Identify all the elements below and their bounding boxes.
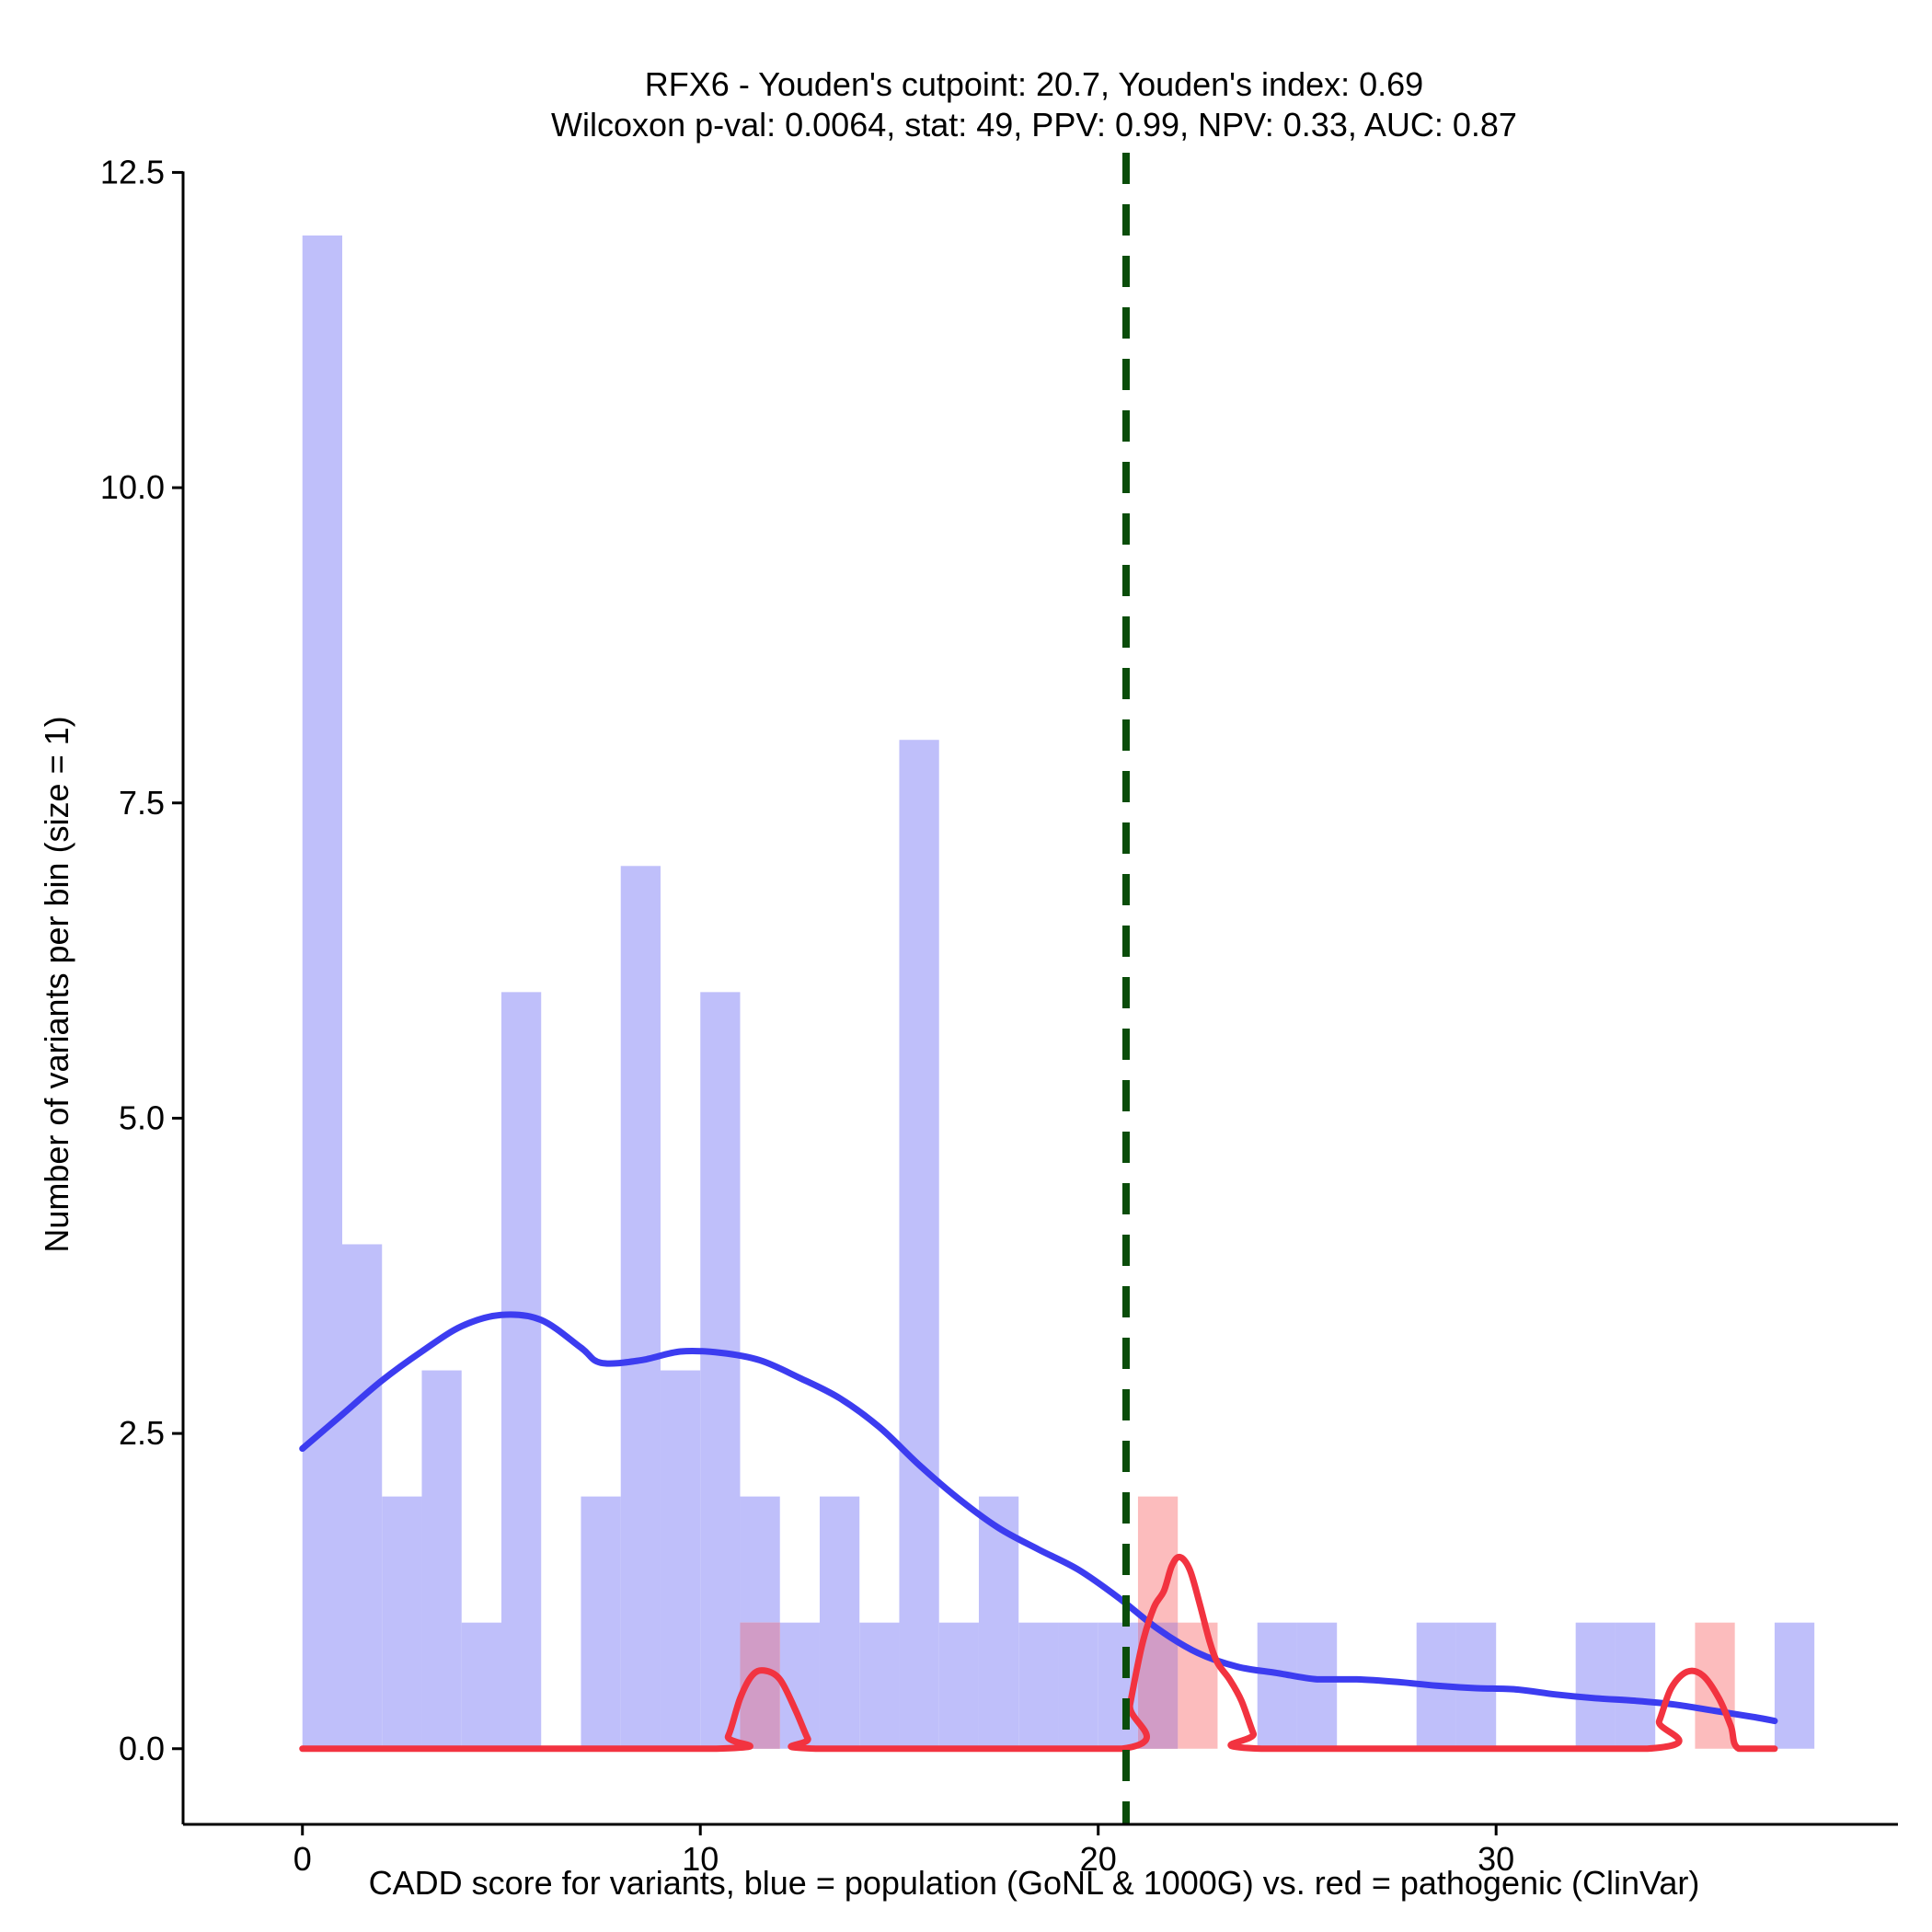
pathogenic-density-line bbox=[299, 1553, 1778, 1753]
x-tick-label: 30 bbox=[1478, 1840, 1514, 1878]
x-tick-label: 20 bbox=[1080, 1840, 1117, 1878]
y-axis-title: Number of variants per bin (size = 1) bbox=[38, 716, 75, 1252]
population-bar bbox=[819, 1496, 860, 1749]
population-bar bbox=[938, 1622, 979, 1749]
population-bar bbox=[341, 1244, 383, 1749]
x-axis-ticks: 0 10 20 30 bbox=[293, 1824, 1514, 1878]
y-tick-label: 10.0 bbox=[100, 468, 165, 506]
population-bar bbox=[899, 740, 939, 1749]
population-bar bbox=[1058, 1622, 1098, 1749]
population-bar bbox=[660, 1370, 701, 1749]
population-bar bbox=[1615, 1622, 1656, 1749]
x-tick-label: 10 bbox=[682, 1840, 719, 1878]
chart-title-line1: RFX6 - Youden's cutpoint: 20.7, Youden's… bbox=[645, 65, 1423, 103]
population-bar bbox=[1018, 1622, 1059, 1749]
population-density-line bbox=[299, 1311, 1778, 1725]
x-axis-title: CADD score for variants, blue = populati… bbox=[369, 1864, 1700, 1902]
population-bar bbox=[620, 866, 661, 1749]
population-bar bbox=[1296, 1622, 1338, 1749]
x-tick-label: 0 bbox=[293, 1840, 312, 1878]
population-bar bbox=[1774, 1622, 1815, 1749]
population-bar bbox=[859, 1622, 900, 1749]
population-bar bbox=[461, 1622, 501, 1749]
y-tick-label: 5.0 bbox=[119, 1098, 165, 1136]
y-tick-label: 0.0 bbox=[119, 1730, 165, 1767]
y-tick-label: 2.5 bbox=[119, 1414, 165, 1452]
population-bar bbox=[500, 992, 542, 1749]
y-tick-label: 7.5 bbox=[119, 784, 165, 822]
population-bar bbox=[421, 1370, 462, 1749]
population-bar bbox=[302, 235, 342, 1749]
population-bar bbox=[581, 1496, 621, 1749]
population-bar bbox=[700, 992, 741, 1749]
chart-title-line2: Wilcoxon p-val: 0.0064, stat: 49, PPV: 0… bbox=[551, 106, 1517, 144]
y-axis-ticks: 0.0 2.5 5.0 7.5 10.0 12.5 bbox=[100, 153, 183, 1767]
y-tick-label: 12.5 bbox=[100, 153, 165, 190]
population-bar bbox=[382, 1496, 422, 1749]
population-bar bbox=[1257, 1622, 1297, 1749]
population-bar bbox=[1575, 1622, 1616, 1749]
population-bars bbox=[302, 235, 1815, 1749]
